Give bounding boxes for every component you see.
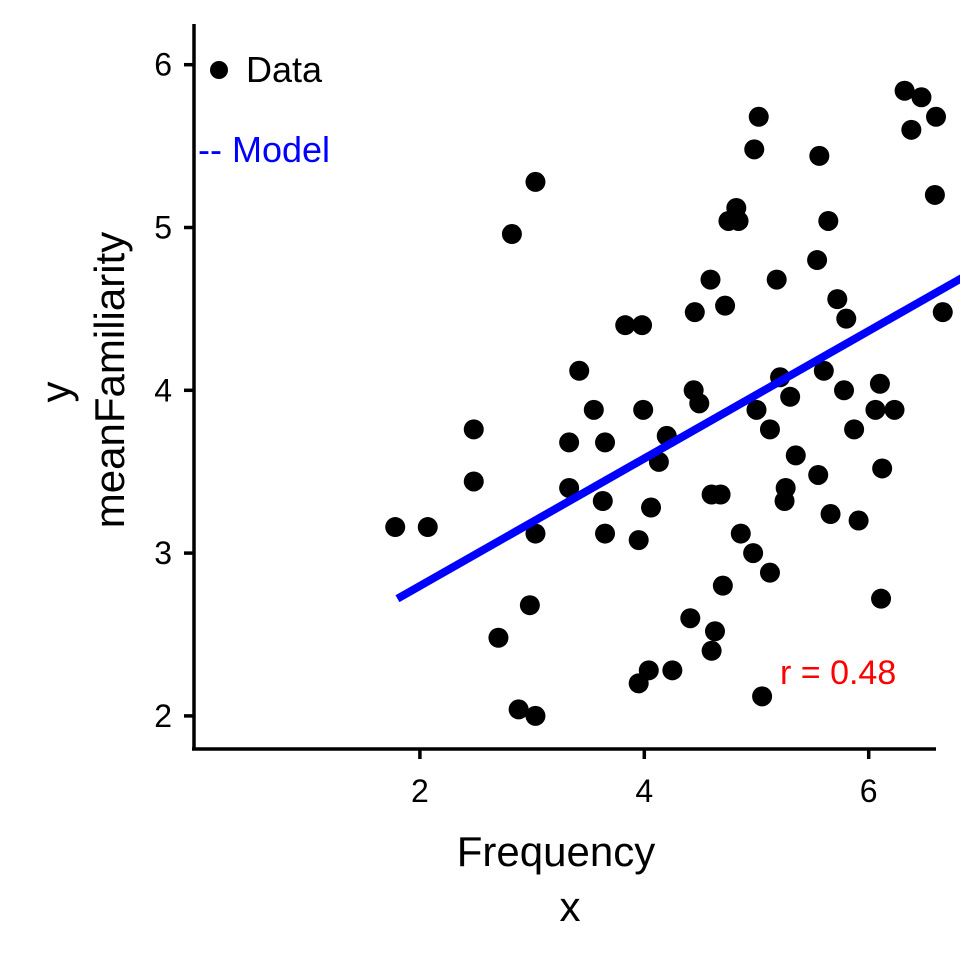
legend-data-dot bbox=[210, 61, 228, 79]
data-point bbox=[911, 87, 932, 108]
data-point bbox=[844, 419, 865, 440]
data-point bbox=[766, 269, 787, 290]
data-point bbox=[836, 308, 857, 329]
data-point bbox=[807, 250, 828, 271]
data-point bbox=[834, 380, 855, 401]
data-point bbox=[926, 106, 947, 127]
data-point bbox=[759, 419, 780, 440]
x-axis-title-frequency: Frequency bbox=[457, 828, 655, 875]
x-axis-title-x: x bbox=[560, 883, 581, 930]
y-tick-label-3: 3 bbox=[154, 535, 172, 571]
data-point bbox=[865, 399, 886, 420]
model-line-group bbox=[395, 274, 960, 603]
x-tick-label-4: 4 bbox=[635, 773, 653, 809]
data-point bbox=[488, 627, 509, 648]
data-point bbox=[501, 224, 522, 245]
data-point bbox=[508, 699, 529, 720]
data-point bbox=[463, 419, 484, 440]
data-point bbox=[743, 543, 764, 564]
data-point bbox=[924, 184, 945, 205]
data-point bbox=[710, 484, 731, 505]
data-point bbox=[385, 517, 406, 538]
data-point bbox=[595, 523, 616, 544]
axes bbox=[192, 24, 936, 751]
y-tick-label-2: 2 bbox=[154, 698, 172, 734]
data-point bbox=[632, 315, 653, 336]
data-point bbox=[775, 477, 796, 498]
data-point bbox=[559, 432, 580, 453]
model-regression-line bbox=[395, 274, 960, 603]
x-tick-label-2: 2 bbox=[411, 773, 429, 809]
data-point bbox=[785, 445, 806, 466]
y-tick-label-5: 5 bbox=[154, 210, 172, 246]
data-point bbox=[525, 705, 546, 726]
data-point bbox=[780, 386, 801, 407]
data-point bbox=[820, 504, 841, 525]
data-point bbox=[638, 660, 659, 681]
data-point bbox=[728, 210, 749, 231]
data-point bbox=[519, 595, 540, 616]
y-axis-title-y: y bbox=[32, 382, 79, 403]
data-point bbox=[730, 523, 751, 544]
data-point bbox=[704, 621, 725, 642]
data-point bbox=[871, 588, 892, 609]
data-point bbox=[759, 562, 780, 583]
data-point bbox=[746, 399, 767, 420]
data-point bbox=[641, 497, 662, 518]
data-point bbox=[809, 145, 830, 166]
data-point bbox=[463, 471, 484, 492]
data-point bbox=[633, 399, 654, 420]
data-point bbox=[712, 575, 733, 596]
data-point bbox=[684, 302, 705, 323]
ticks: 246823456 bbox=[154, 47, 878, 809]
data-point bbox=[872, 458, 893, 479]
x-tick-label-6: 6 bbox=[860, 773, 878, 809]
data-point bbox=[569, 360, 590, 381]
data-point bbox=[848, 510, 869, 531]
data-point bbox=[869, 373, 890, 394]
y-tick-label-6: 6 bbox=[154, 47, 172, 83]
data-point bbox=[884, 399, 905, 420]
data-point bbox=[813, 360, 834, 381]
data-point bbox=[628, 530, 649, 551]
data-point bbox=[715, 295, 736, 316]
data-point bbox=[901, 119, 922, 140]
data-point bbox=[744, 139, 765, 160]
y-axis-title-meanfamiliarity: meanFamiliarity bbox=[86, 232, 133, 528]
data-point bbox=[583, 399, 604, 420]
data-point bbox=[680, 608, 701, 629]
data-point bbox=[748, 106, 769, 127]
data-point bbox=[700, 269, 721, 290]
legend-data-label: Data bbox=[246, 49, 323, 90]
data-point bbox=[525, 171, 546, 192]
data-point bbox=[417, 517, 438, 538]
data-point bbox=[662, 660, 683, 681]
data-point bbox=[592, 491, 613, 512]
data-point bbox=[818, 210, 839, 231]
data-point bbox=[525, 523, 546, 544]
legend-model-label: -- Model bbox=[198, 129, 330, 170]
data-point bbox=[559, 477, 580, 498]
data-point bbox=[752, 686, 773, 707]
data-point bbox=[689, 393, 710, 414]
data-points bbox=[385, 80, 953, 726]
data-point bbox=[894, 80, 915, 101]
data-point bbox=[808, 464, 829, 485]
data-point bbox=[827, 289, 848, 310]
data-point bbox=[701, 640, 722, 661]
correlation-annotation: r = 0.48 bbox=[780, 654, 896, 692]
data-point bbox=[595, 432, 616, 453]
data-point bbox=[615, 315, 636, 336]
data-point bbox=[932, 302, 953, 323]
y-tick-label-4: 4 bbox=[154, 372, 172, 408]
